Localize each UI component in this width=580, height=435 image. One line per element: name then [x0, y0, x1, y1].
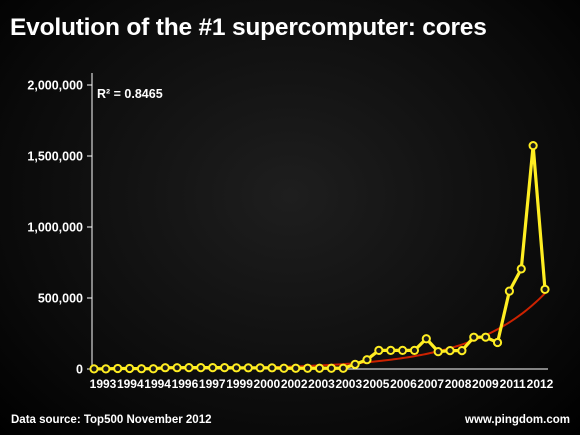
data-point: [374, 345, 384, 355]
x-tick-label: 1993: [90, 377, 117, 391]
x-tick-label: 1999: [226, 377, 253, 391]
data-point: [291, 363, 301, 373]
data-point: [469, 332, 479, 342]
data-point: [421, 334, 431, 344]
series-layer: [89, 141, 550, 374]
data-point: [113, 363, 123, 374]
data-point: [279, 363, 289, 373]
data-point: [219, 363, 230, 373]
data-point: [172, 363, 182, 373]
data-point: [481, 332, 491, 342]
data-point: [528, 141, 538, 151]
data-point: [231, 363, 242, 373]
x-axis: 1993 1994 1994 1996 1997 1999 2000 2002 2003 2003…: [90, 368, 554, 391]
x-tick-label: 2000: [254, 377, 281, 391]
x-tick-label: 2012: [527, 377, 554, 391]
data-point: [208, 363, 218, 373]
data-point: [101, 364, 111, 374]
x-tick-label: 1994: [144, 377, 171, 391]
data-point: [445, 345, 455, 356]
data-point: [338, 363, 348, 373]
data-point: [196, 363, 206, 373]
y-tick-label: 1,000,000: [27, 221, 83, 235]
data-point: [433, 347, 443, 357]
y-tick-label: 500,000: [38, 292, 83, 306]
x-tick-label: 2006: [390, 377, 417, 391]
x-tick-label: 2009: [472, 377, 499, 391]
data-point: [267, 363, 277, 373]
data-point: [243, 363, 253, 373]
data-point: [504, 286, 514, 296]
x-tick-label: 2003: [308, 377, 335, 391]
data-point: [160, 363, 170, 373]
data-point: [184, 363, 194, 373]
data-point: [148, 364, 158, 374]
data-point: [540, 284, 550, 294]
x-tick-label: 1997: [199, 377, 226, 391]
x-tick-label: 1994: [117, 377, 144, 391]
data-point: [457, 345, 467, 356]
data-point: [326, 363, 336, 373]
y-axis: 0 500,000 1,000,000 1,500,000 2,000,000: [27, 73, 93, 377]
x-tick-label: 2005: [363, 377, 390, 391]
x-tick-label: 2008: [445, 377, 472, 391]
y-tick-label: 1,500,000: [27, 150, 83, 164]
r-squared-annotation: R² = 0.8465: [97, 87, 163, 101]
trend-line: [93, 292, 546, 370]
data-point: [89, 364, 99, 374]
data-point: [492, 337, 503, 348]
x-tick-label: 1996: [172, 377, 199, 391]
data-point: [516, 264, 526, 274]
data-point: [136, 364, 147, 374]
x-tick-label: 2002: [281, 377, 308, 391]
trend-line-path: [93, 292, 546, 370]
y-tick-label: 2,000,000: [27, 79, 83, 93]
data-point: [386, 345, 396, 355]
chart-title: Evolution of the #1 supercomputer: cores: [10, 14, 487, 41]
x-tick-label: 2003: [335, 377, 362, 391]
data-source-note: Data source: Top500 November 2012: [11, 414, 212, 426]
y-tick-label: 0: [76, 363, 83, 377]
data-point: [362, 355, 372, 365]
data-point: [397, 345, 408, 355]
data-point: [303, 363, 313, 373]
data-point: [255, 363, 265, 373]
data-point: [125, 363, 135, 374]
site-url: www.pingdom.com: [465, 414, 570, 426]
data-point: [350, 359, 360, 369]
data-point: [314, 363, 325, 373]
x-tick-label: 2011: [500, 377, 526, 391]
data-point: [409, 345, 420, 355]
x-tick-label: 2007: [417, 377, 444, 391]
